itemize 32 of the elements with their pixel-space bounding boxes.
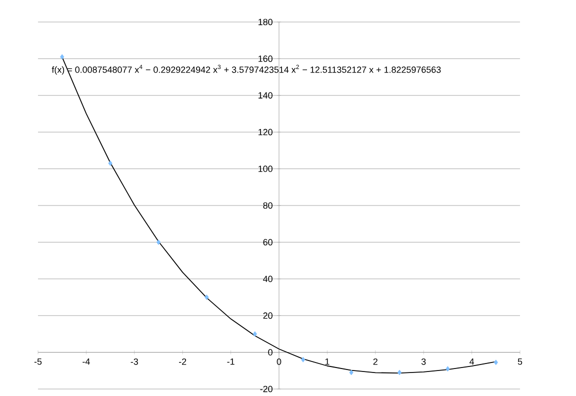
point [494, 360, 498, 366]
point [397, 370, 402, 376]
point [108, 160, 112, 166]
point [349, 370, 354, 376]
x-tick-label: 5 [518, 358, 522, 365]
y-tick-label: 20 [263, 312, 272, 319]
y-tick-label: -20 [260, 386, 272, 392]
y-tick-label: 180 [258, 18, 272, 26]
x-tick-label: -1 [227, 358, 234, 365]
x-tick-label: 0 [276, 358, 282, 365]
point [204, 294, 209, 300]
y-tick-label: 120 [258, 128, 272, 136]
point [252, 331, 257, 337]
x-tick-label: 1 [325, 358, 330, 365]
point [60, 54, 64, 60]
point [301, 356, 306, 362]
y-tick-label: 80 [263, 202, 272, 209]
y-tick-label: 160 [258, 56, 272, 62]
x-tick-label: -4 [82, 358, 90, 365]
y-tick-label: 60 [263, 239, 272, 246]
x-tick-label: 3 [421, 358, 426, 365]
y-tick-label: 100 [258, 166, 272, 172]
y-tick-label: 140 [258, 92, 272, 99]
x-tick-label: 4 [470, 358, 474, 365]
y-tick-label: 40 [263, 276, 272, 282]
y-tick-label: 0 [268, 349, 272, 356]
x-tick-label: -3 [130, 358, 138, 365]
x-tick-label: 2 [373, 358, 378, 365]
x-tick-label: -2 [179, 358, 186, 365]
x-tick-label: -5 [34, 358, 42, 365]
point [446, 366, 450, 372]
point [156, 240, 161, 245]
